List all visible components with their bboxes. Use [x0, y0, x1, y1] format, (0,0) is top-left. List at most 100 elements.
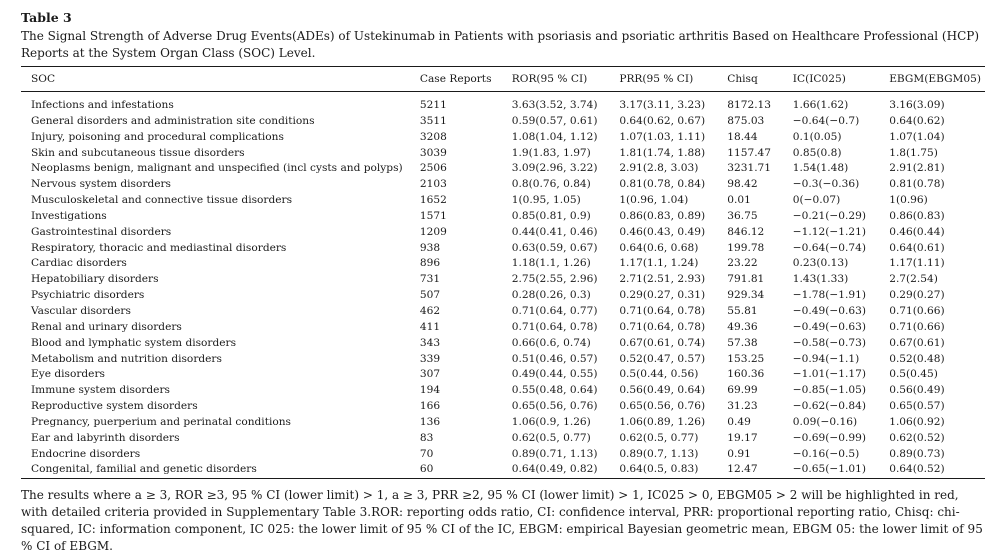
cell-case-reports: 411 — [419, 320, 441, 333]
cell-prr: 0.67(0.61, 0.74) — [619, 336, 706, 349]
table-row: General disorders and administration sit… — [21, 114, 985, 130]
table-row: Reproductive system disorders 166 0.65(0.5… — [21, 399, 985, 415]
cell-ic: −0.58(−0.73) — [792, 336, 866, 349]
table-row: Skin and subcutaneous tissue disorders 30… — [21, 146, 985, 162]
results-table: SOC Case Reports ROR(95 % CI) PRR(95 % C… — [21, 67, 985, 482]
cell-soc: Nervous system disorders — [31, 178, 171, 191]
cell-chisq: 57.38 — [727, 336, 758, 349]
header-case-reports: Case Reports — [409, 67, 502, 92]
cell-prr: 1.07(1.03, 1.11) — [619, 130, 706, 143]
cell-soc: Skin and subcutaneous tissue disorders — [31, 146, 245, 159]
cell-ror: 0.44(0.41, 0.46) — [511, 225, 598, 238]
header-ebgm: EBGM(EBGM05) — [879, 67, 985, 92]
cell-ebgm: 0.62(0.52) — [889, 431, 945, 444]
cell-ic: −1.01(−1.17) — [792, 368, 866, 381]
cell-ror: 1.9(1.83, 1.97) — [511, 146, 591, 159]
cell-case-reports: 462 — [419, 304, 441, 317]
cell-chisq: 153.25 — [727, 352, 765, 365]
cell-case-reports: 194 — [419, 384, 441, 397]
cell-ror: 0.65(0.56, 0.76) — [511, 400, 598, 413]
header-ror: ROR(95 % CI) — [501, 67, 610, 92]
table-row: Nervous system disorders 2103 0.8(0.76, 0.… — [21, 177, 985, 193]
table-row: Endocrine disorders 70 0.89(0.71, 1.13) 0.8… — [21, 447, 985, 463]
cell-case-reports: 83 — [419, 431, 434, 444]
table-row: Congenital, familial and genetic disorde… — [21, 462, 985, 478]
header-prr: PRR(95 % CI) — [609, 67, 718, 92]
cell-ebgm: 0.65(0.57) — [889, 400, 945, 413]
cell-prr: 0.86(0.83, 0.89) — [619, 209, 706, 222]
cell-case-reports: 1209 — [419, 225, 447, 238]
cell-ror: 0.59(0.57, 0.61) — [511, 114, 598, 127]
cell-ic: −0.65(−1.01) — [792, 463, 866, 476]
cell-chisq: 31.23 — [727, 400, 758, 413]
table-row: Vascular disorders 462 0.71(0.64, 0.77) 0.7… — [21, 304, 985, 320]
top-rule — [21, 66, 985, 67]
cell-ror: 0.28(0.26, 0.3) — [511, 289, 591, 302]
cell-ebgm: 0.64(0.61) — [889, 241, 945, 254]
cell-chisq: 199.78 — [727, 241, 765, 254]
cell-ror: 0.71(0.64, 0.78) — [511, 320, 598, 333]
cell-soc: Reproductive system disorders — [31, 400, 198, 413]
cell-soc: Renal and urinary disorders — [31, 320, 182, 333]
cell-case-reports: 1652 — [419, 194, 447, 207]
cell-prr: 1.81(1.74, 1.88) — [619, 146, 706, 159]
cell-prr: 0.64(0.62, 0.67) — [619, 114, 706, 127]
cell-ebgm: 1.06(0.92) — [889, 415, 945, 428]
cell-soc: General disorders and administration sit… — [31, 114, 315, 127]
cell-soc: Blood and lymphatic system disorders — [31, 336, 237, 349]
cell-soc: Eye disorders — [31, 368, 105, 381]
table-row: Gastrointestinal disorders 1209 0.44(0.41,… — [21, 225, 985, 241]
cell-prr: 2.71(2.51, 2.93) — [619, 273, 706, 286]
cell-ror: 2.75(2.55, 2.96) — [511, 273, 598, 286]
cell-case-reports: 60 — [419, 463, 434, 476]
bottom-rule — [21, 478, 985, 482]
cell-chisq: 49.36 — [727, 320, 758, 333]
cell-ic: 1.66(1.62) — [792, 99, 849, 111]
cell-ebgm: 0.56(0.49) — [889, 384, 945, 397]
cell-chisq: 36.75 — [727, 209, 758, 222]
cell-ebgm: 1.07(1.04) — [889, 130, 945, 143]
cell-ic: −0.85(−1.05) — [792, 384, 866, 397]
cell-ebgm: 1.17(1.11) — [889, 257, 945, 270]
cell-chisq: 69.99 — [727, 384, 758, 397]
cell-ebgm: 3.16(3.09) — [889, 99, 945, 111]
cell-chisq: 0.01 — [727, 194, 751, 207]
cell-case-reports: 2506 — [419, 162, 447, 175]
cell-case-reports: 896 — [419, 257, 441, 270]
cell-soc: Vascular disorders — [31, 304, 131, 317]
table-caption: The Signal Strength of Adverse Drug Even… — [21, 29, 980, 60]
table-row: Psychiatric disorders 507 0.28(0.26, 0.3) 0… — [21, 288, 985, 304]
cell-chisq: 23.22 — [727, 257, 758, 270]
cell-chisq: 98.42 — [727, 178, 758, 191]
cell-ebgm: 2.91(2.81) — [889, 162, 945, 175]
cell-ror: 3.09(2.96, 3.22) — [511, 162, 598, 175]
cell-ic: 0(−0.07) — [792, 194, 841, 207]
cell-ebgm: 2.7(2.54) — [889, 273, 938, 286]
table-row: Renal and urinary disorders 411 0.71(0.64,… — [21, 320, 985, 336]
table-row: Respiratory, thoracic and mediastinal di… — [21, 241, 985, 257]
table-row: Investigations 1571 0.85(0.81, 0.9) 0.86(0.… — [21, 209, 985, 225]
header-soc: SOC — [21, 67, 410, 92]
cell-case-reports: 507 — [419, 289, 441, 302]
cell-chisq: 875.03 — [727, 114, 765, 127]
header-row: SOC Case Reports ROR(95 % CI) PRR(95 % C… — [21, 67, 985, 92]
cell-prr: 0.56(0.49, 0.64) — [619, 384, 706, 397]
cell-soc: Injury, poisoning and procedural complic… — [31, 130, 284, 143]
table-row: Injury, poisoning and procedural complic… — [21, 130, 985, 146]
cell-ebgm: 1(0.96) — [889, 194, 928, 207]
cell-soc: Ear and labyrinth disorders — [31, 431, 180, 444]
cell-ic: −1.12(−1.21) — [792, 225, 866, 238]
cell-ebgm: 0.89(0.73) — [889, 447, 945, 460]
cell-prr: 0.81(0.78, 0.84) — [619, 178, 706, 191]
cell-ebgm: 0.52(0.48) — [889, 352, 945, 365]
cell-ror: 3.63(3.52, 3.74) — [511, 99, 598, 111]
cell-ic: −0.62(−0.84) — [792, 400, 866, 413]
cell-soc: Psychiatric disorders — [31, 289, 145, 302]
cell-prr: 0.52(0.47, 0.57) — [619, 352, 706, 365]
cell-ebgm: 0.67(0.61) — [889, 336, 945, 349]
table-row: Eye disorders 307 0.49(0.44, 0.55) 0.5(0.44… — [21, 367, 985, 383]
cell-ror: 0.8(0.76, 0.84) — [511, 178, 591, 191]
table-row: Pregnancy, puerperium and perinatal cond… — [21, 415, 985, 431]
cell-prr: 0.71(0.64, 0.78) — [619, 304, 706, 317]
